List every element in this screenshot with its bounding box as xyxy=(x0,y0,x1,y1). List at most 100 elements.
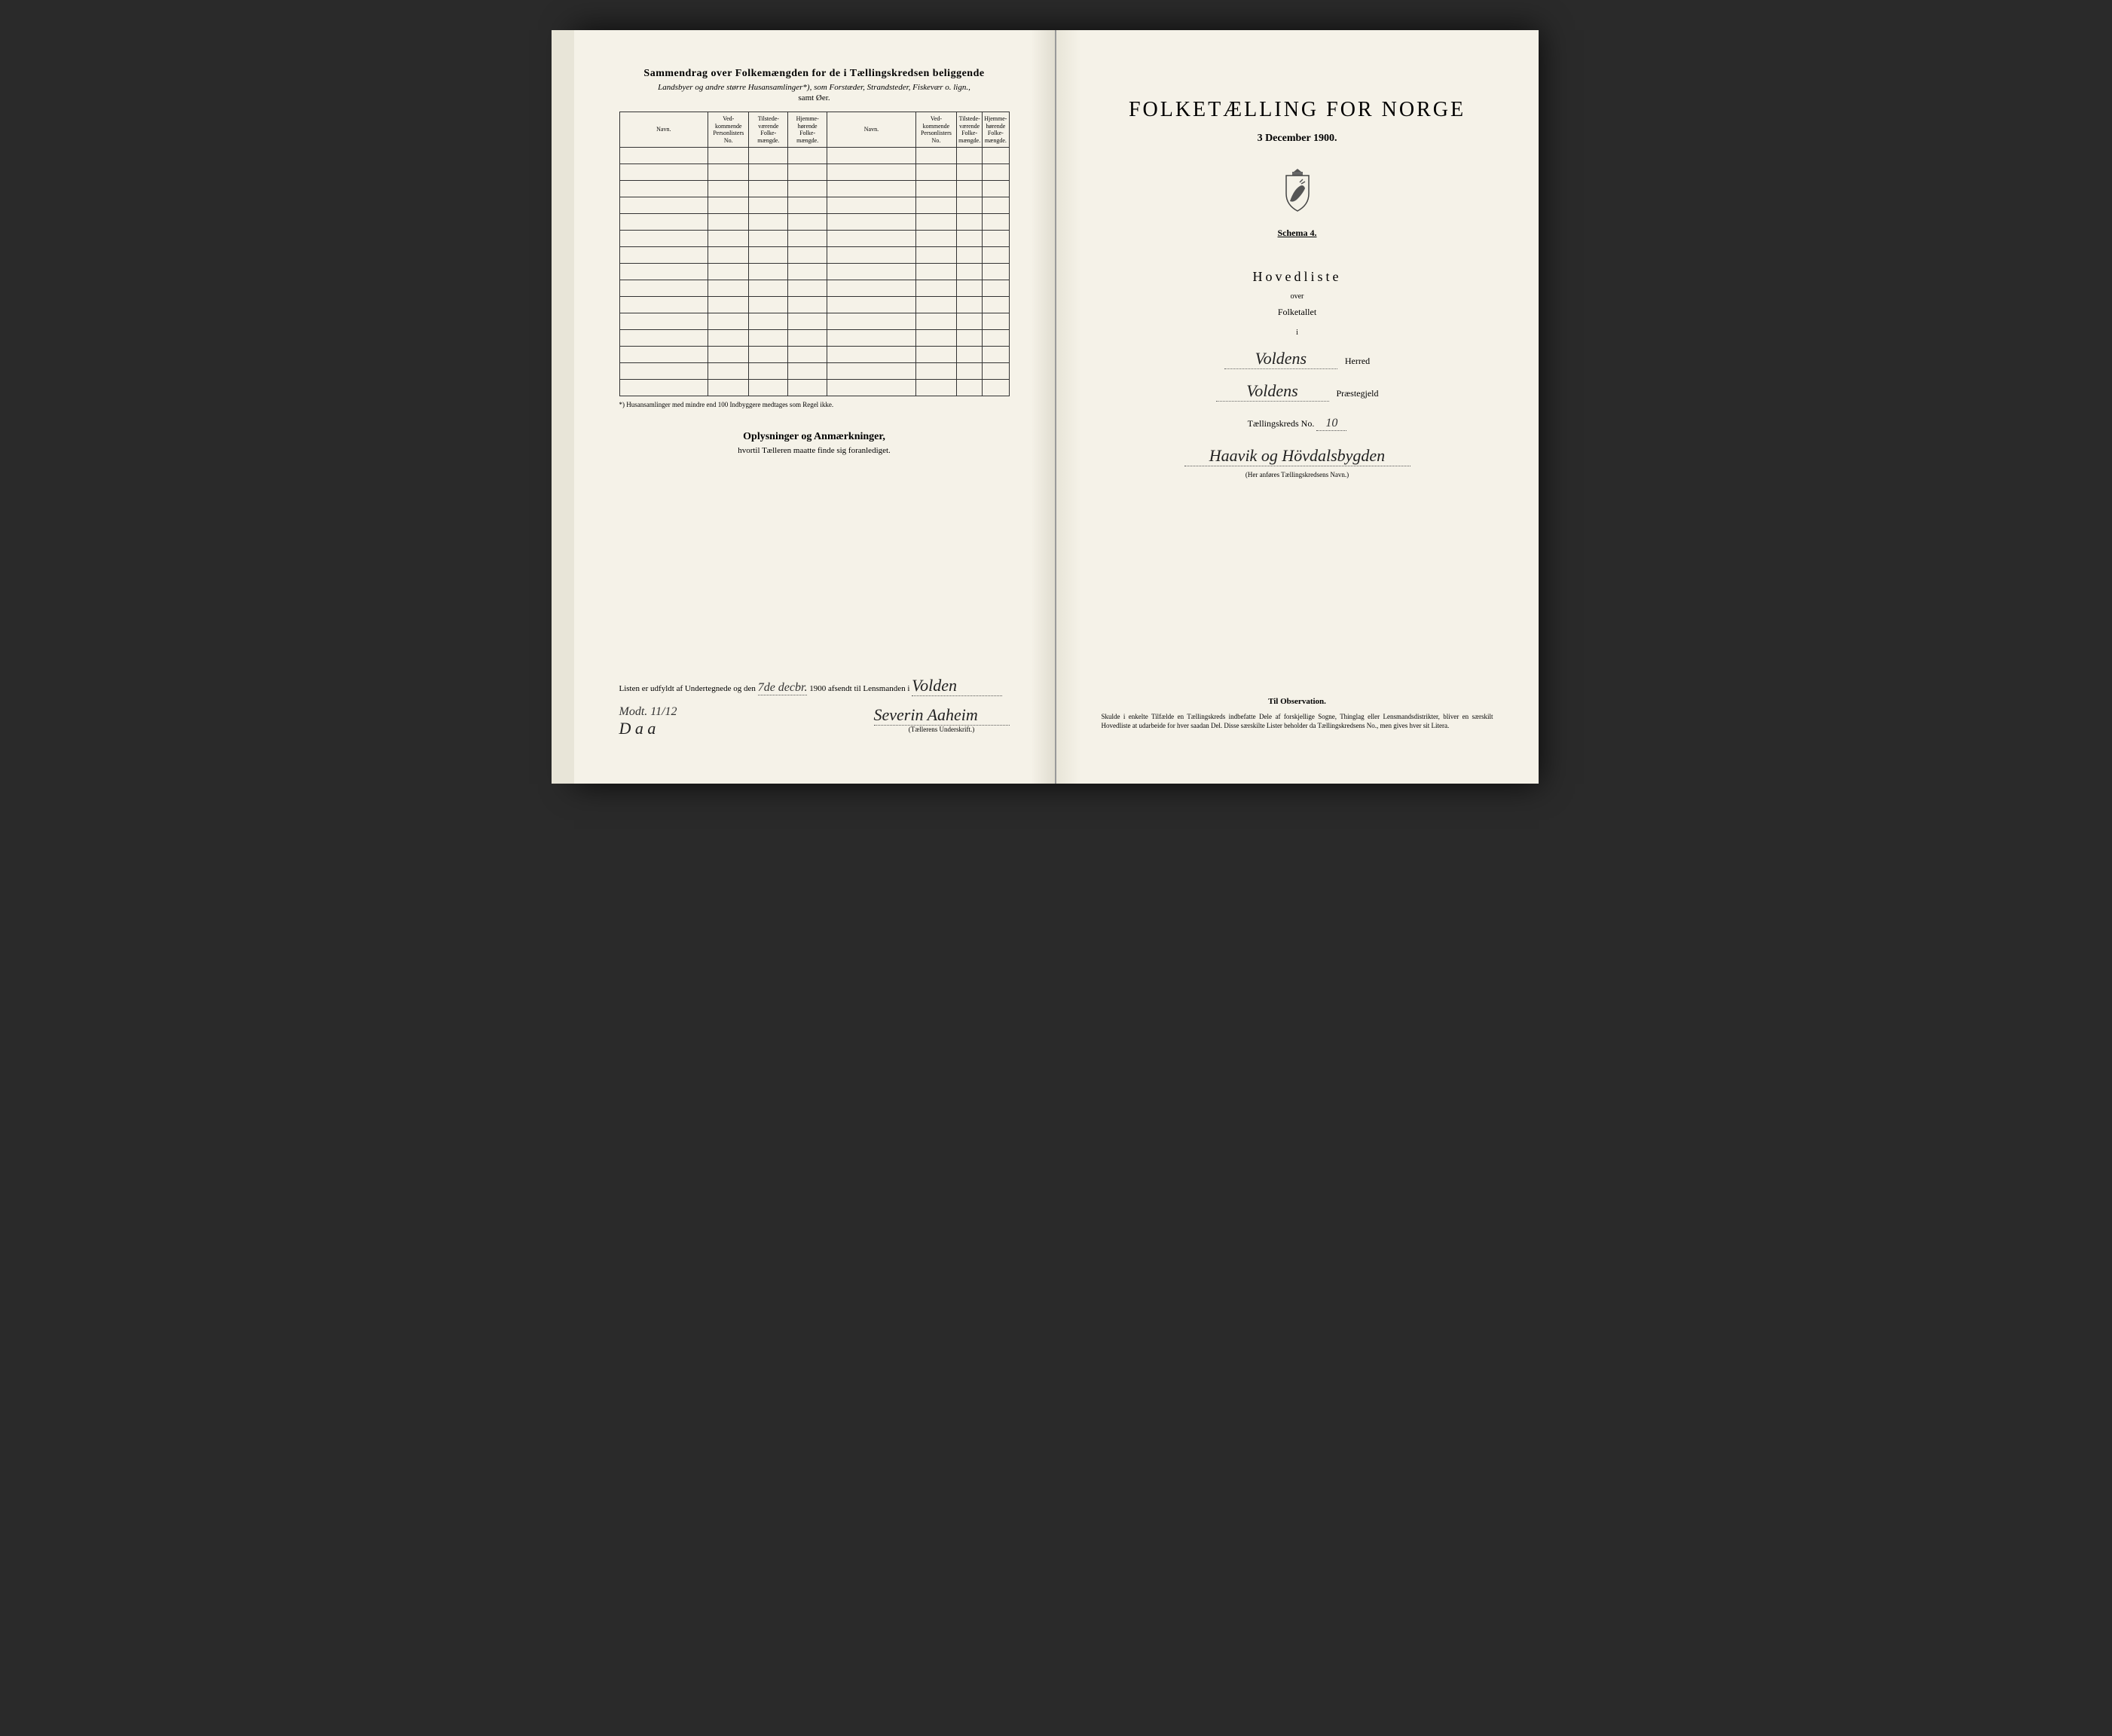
table-cell xyxy=(827,363,916,380)
th-navn-2: Navn. xyxy=(827,112,916,148)
table-cell xyxy=(915,264,956,280)
praestegjeld-hand: Voldens xyxy=(1216,381,1329,402)
table-cell xyxy=(788,197,827,214)
summary-tbody xyxy=(619,148,1009,396)
table-cell xyxy=(708,347,749,363)
praestegjeld-line: Voldens Præstegjeld xyxy=(1102,381,1493,402)
table-cell xyxy=(749,231,788,247)
table-cell xyxy=(827,181,916,197)
bottom-mid: afsendt til Lensmanden i xyxy=(828,684,909,693)
table-cell xyxy=(619,313,708,330)
table-row xyxy=(619,363,1009,380)
table-row xyxy=(619,148,1009,164)
table-cell xyxy=(957,214,983,231)
table-cell xyxy=(619,197,708,214)
obs-text: Skulde i enkelte Tilfælde en Tællingskre… xyxy=(1102,712,1493,731)
table-cell xyxy=(915,280,956,297)
table-cell xyxy=(749,247,788,264)
table-cell xyxy=(915,380,956,396)
table-cell xyxy=(915,197,956,214)
table-cell xyxy=(619,347,708,363)
table-cell xyxy=(749,181,788,197)
table-cell xyxy=(983,347,1009,363)
table-cell xyxy=(788,231,827,247)
th-vedkommende-1: Ved-kommende Personlisters No. xyxy=(708,112,749,148)
table-cell xyxy=(983,181,1009,197)
table-cell xyxy=(619,214,708,231)
table-cell xyxy=(708,380,749,396)
table-cell xyxy=(749,148,788,164)
table-cell xyxy=(983,164,1009,181)
table-row xyxy=(619,197,1009,214)
table-cell xyxy=(749,363,788,380)
table-cell xyxy=(957,297,983,313)
table-cell xyxy=(915,148,956,164)
table-row xyxy=(619,247,1009,264)
table-cell xyxy=(788,313,827,330)
table-cell xyxy=(983,297,1009,313)
observation-section: Til Observation. Skulde i enkelte Tilfæl… xyxy=(1102,697,1493,731)
table-cell xyxy=(708,247,749,264)
table-cell xyxy=(915,164,956,181)
summary-table: Navn. Ved-kommende Personlisters No. Til… xyxy=(619,112,1010,396)
table-cell xyxy=(708,214,749,231)
table-cell xyxy=(983,313,1009,330)
table-cell xyxy=(619,297,708,313)
table-cell xyxy=(749,330,788,347)
binding-edge xyxy=(552,30,574,784)
th-hjemme-2: Hjemme-hørende Folke-mængde. xyxy=(983,112,1009,148)
table-cell xyxy=(983,214,1009,231)
table-cell xyxy=(788,297,827,313)
table-row xyxy=(619,264,1009,280)
table-cell xyxy=(619,380,708,396)
table-cell xyxy=(827,197,916,214)
table-cell xyxy=(915,214,956,231)
crest-icon xyxy=(1279,167,1316,212)
table-cell xyxy=(827,231,916,247)
table-cell xyxy=(827,164,916,181)
table-cell xyxy=(957,231,983,247)
table-cell xyxy=(619,164,708,181)
table-cell xyxy=(788,164,827,181)
table-row xyxy=(619,380,1009,396)
kreds-line: Tællingskreds No. 10 xyxy=(1102,417,1493,431)
left-subtitle2: samt Øer. xyxy=(619,93,1010,102)
table-cell xyxy=(788,214,827,231)
table-cell xyxy=(827,214,916,231)
table-cell xyxy=(957,380,983,396)
bottom-year: 1900 xyxy=(809,684,826,693)
table-cell xyxy=(983,363,1009,380)
table-cell xyxy=(708,197,749,214)
table-cell xyxy=(915,363,956,380)
note-hand: Modt. 11/12 xyxy=(619,705,677,719)
praestegjeld-label: Præstegjeld xyxy=(1337,388,1379,399)
kreds-prefix: Tællingskreds No. xyxy=(1248,418,1315,429)
table-cell xyxy=(983,264,1009,280)
table-cell xyxy=(749,347,788,363)
table-cell xyxy=(788,363,827,380)
table-cell xyxy=(827,247,916,264)
bottom-prefix: Listen er udfyldt af Undertegnede og den xyxy=(619,684,756,693)
table-row xyxy=(619,297,1009,313)
kreds-note: (Her anføres Tællingskredsens Navn.) xyxy=(1102,471,1493,478)
table-cell xyxy=(983,330,1009,347)
table-cell xyxy=(708,363,749,380)
bottom-section: Listen er udfyldt af Undertegnede og den… xyxy=(619,676,1010,738)
folketallet: Folketallet xyxy=(1102,307,1493,318)
table-cell xyxy=(749,280,788,297)
table-cell xyxy=(788,148,827,164)
left-title: Sammendrag over Folkemængden for de i Tæ… xyxy=(619,68,1010,80)
table-cell xyxy=(619,181,708,197)
bottom-place-hand: Volden xyxy=(912,676,1002,696)
table-cell xyxy=(788,380,827,396)
table-cell xyxy=(983,247,1009,264)
table-cell xyxy=(749,197,788,214)
table-cell xyxy=(957,330,983,347)
kreds-no-hand: 10 xyxy=(1316,417,1346,431)
table-cell xyxy=(957,347,983,363)
midsection: Oplysninger og Anmærkninger, hvortil Tæl… xyxy=(619,431,1010,455)
table-cell xyxy=(619,363,708,380)
signature-label: (Tællerens Underskrift.) xyxy=(874,726,1010,733)
table-cell xyxy=(957,181,983,197)
table-row xyxy=(619,164,1009,181)
